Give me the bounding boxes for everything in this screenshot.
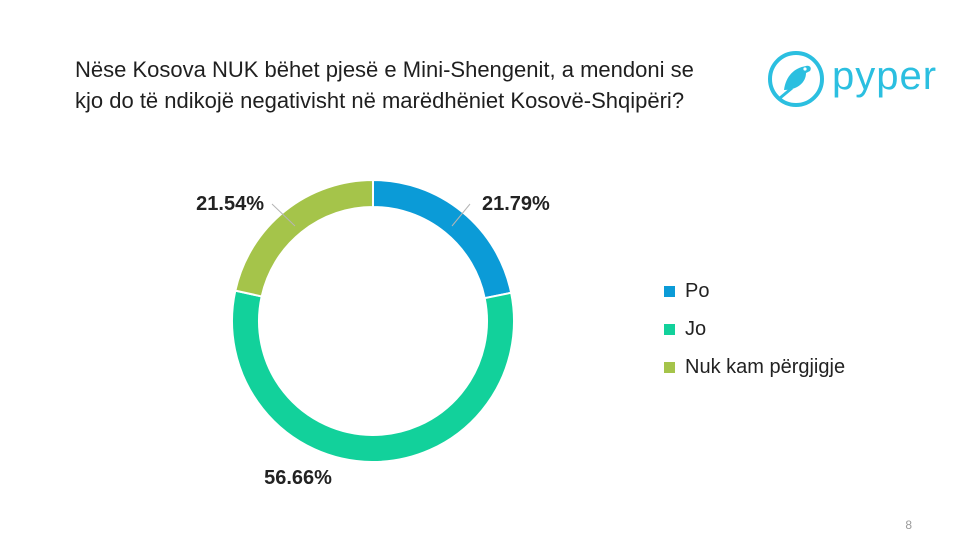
title-line-2: kjo do të ndikojë negativisht në marëdhë…	[75, 88, 685, 113]
data-label-jo: 56.66%	[264, 467, 332, 489]
donut-slice-jo	[231, 289, 515, 463]
legend-label-jo: Jo	[685, 317, 707, 340]
legend-swatch-jo	[664, 323, 675, 335]
data-label-nuk-kam-pergjigje: 21.54%	[196, 193, 264, 215]
logo-text: pyper	[832, 54, 938, 98]
bird-icon	[768, 51, 824, 107]
legend-item-jo: Jo	[664, 310, 845, 348]
legend-item-po: Po	[664, 272, 845, 310]
page-number: 8	[905, 518, 912, 532]
legend-item-nuk-kam-pergjigje: Nuk kam përgjigje	[664, 348, 845, 386]
pyper-logo: pyper	[766, 46, 956, 116]
legend-label-po: Po	[685, 279, 710, 302]
leader-line-po	[451, 203, 471, 227]
legend-swatch-po	[664, 285, 675, 297]
data-label-po: 21.79%	[482, 193, 550, 215]
donut-slice-nuk-kam-pergjigje	[234, 178, 374, 298]
legend-label-nuk-kam-pergjigje: Nuk kam përgjigje	[685, 355, 846, 378]
chart-title: Nëse Kosova NUK bëhet pjesë e Mini-Sheng…	[75, 54, 755, 116]
legend-swatch-nuk-kam-pergjigje	[664, 361, 675, 373]
title-line-1: Nëse Kosova NUK bëhet pjesë e Mini-Sheng…	[75, 57, 694, 82]
chart-legend: Po Jo Nuk kam përgjigje	[664, 272, 845, 386]
leader-line-nuk-kam-pergjigje	[271, 203, 296, 227]
